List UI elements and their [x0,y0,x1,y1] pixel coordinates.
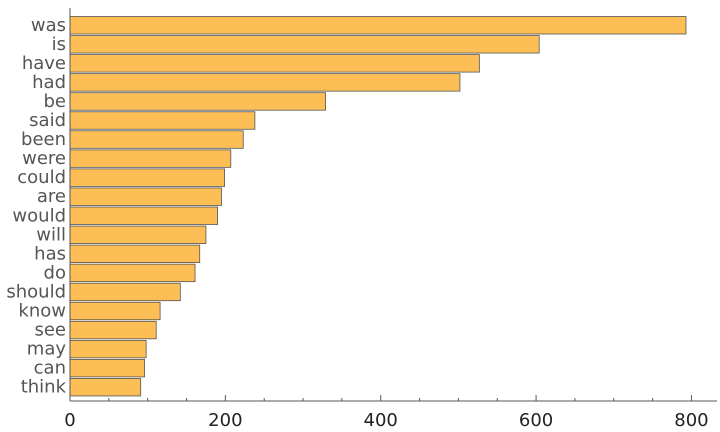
bar-think [69,378,142,397]
bar-said [69,111,256,130]
category-label-should: should [6,281,66,302]
bar-been [69,130,244,149]
category-label-think: think [21,377,67,398]
category-label-be: be [44,91,67,112]
x-tick-label-600: 600 [519,410,553,431]
category-label-would: would [12,205,66,226]
bar-was [69,16,687,35]
bar-are [69,187,222,206]
x-tick-label-0: 0 [64,410,75,431]
category-label-see: see [34,320,66,341]
category-label-is: is [52,34,66,55]
category-label-may: may [27,339,67,360]
category-label-have: have [22,53,66,74]
category-label-could: could [17,167,66,188]
x-tick-label-400: 400 [364,410,398,431]
bars-group [69,16,687,397]
bar-will [69,225,207,244]
bar-would [69,206,218,225]
bar-can [69,358,145,378]
bar-should [69,282,181,302]
category-label-do: do [44,262,66,283]
category-label-were: were [22,148,66,169]
bar-may [69,339,147,359]
category-label-been: been [21,129,66,150]
category-label-had: had [32,72,66,93]
bar-have [69,54,480,73]
category-label-has: has [34,243,66,264]
category-label-know: know [18,301,66,322]
x-axis-ticks [69,395,692,401]
x-tick-label-200: 200 [208,410,242,431]
bar-has [69,244,201,264]
bar-were [69,149,232,168]
category-labels: wasishavehadbesaidbeenwerecouldarewouldw… [6,15,66,398]
category-label-was: was [31,15,66,36]
category-label-can: can [34,358,66,379]
bar-do [69,263,196,283]
bar-see [69,320,157,340]
bar-be [69,92,326,111]
x-tick-label-800: 800 [674,410,708,431]
category-label-will: will [36,224,66,245]
category-label-said: said [29,110,66,131]
bar-could [69,168,225,187]
category-label-are: are [37,186,66,207]
bar-had [69,73,461,92]
bar-know [69,301,161,321]
bar-is [69,35,540,54]
x-axis-tick-labels: 0 200 400 600 800 [64,410,708,431]
